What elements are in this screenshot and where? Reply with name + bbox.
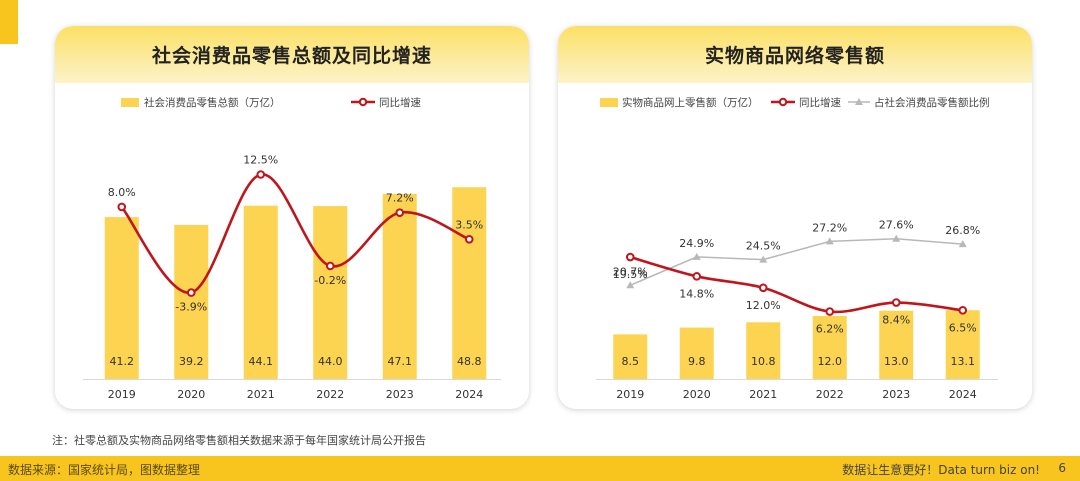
share-data-label: 24.5% bbox=[746, 240, 781, 253]
growth-data-label: -3.9% bbox=[175, 301, 207, 314]
share-data-label: 26.8% bbox=[945, 224, 980, 237]
x-tick-label: 2024 bbox=[949, 388, 977, 401]
bar-data-label: 41.2 bbox=[110, 355, 135, 368]
growth-point bbox=[256, 170, 266, 179]
legend-line-label: 同比增速 bbox=[799, 96, 841, 109]
growth-data-label: -0.2% bbox=[314, 274, 346, 287]
x-tick-label: 2024 bbox=[455, 388, 483, 401]
bar-data-label: 13.1 bbox=[951, 355, 976, 368]
online-sales-chart: 实物商品网上零售额（万亿） 同比增速 占社会消费品零售额比例 8.5 2019 9.8 20… bbox=[596, 96, 998, 401]
bar-data-label: 44.0 bbox=[318, 355, 343, 368]
legend-share-label: 占社会消费品零售额比例 bbox=[874, 96, 990, 109]
growth-point bbox=[186, 288, 196, 297]
share-data-label: 20.7% bbox=[613, 265, 648, 278]
share-data-label: 24.9% bbox=[679, 237, 714, 250]
bar bbox=[679, 327, 714, 379]
bar-data-label: 13.0 bbox=[884, 355, 909, 368]
legend-share-marker bbox=[855, 98, 863, 105]
bar-data-label: 48.8 bbox=[457, 355, 482, 368]
bar bbox=[382, 193, 417, 379]
share-point bbox=[958, 240, 967, 248]
growth-data-label: 12.0% bbox=[746, 299, 781, 312]
bar bbox=[174, 224, 209, 379]
x-tick-label: 2021 bbox=[749, 388, 777, 401]
growth-point bbox=[958, 306, 968, 315]
x-tick-label: 2020 bbox=[177, 388, 205, 401]
legend-bar-swatch bbox=[121, 98, 139, 107]
growth-point bbox=[117, 202, 127, 212]
x-tick-label: 2019 bbox=[616, 388, 644, 401]
bar bbox=[879, 310, 914, 379]
growth-data-label: 8.4% bbox=[882, 314, 910, 327]
x-tick-label: 2022 bbox=[816, 388, 844, 401]
bar-data-label: 44.1 bbox=[249, 355, 274, 368]
share-point bbox=[892, 234, 901, 242]
share-point bbox=[825, 237, 834, 245]
share-point bbox=[626, 281, 635, 289]
growth-point bbox=[625, 252, 635, 262]
bar-data-label: 12.0 bbox=[818, 355, 843, 368]
growth-point bbox=[325, 261, 335, 271]
growth-data-label: 6.5% bbox=[949, 321, 977, 334]
chart-card-online-sales: 实物商品网络零售额 实物商品网上零售额（万亿） 同比增速 占社会消费品零售额比例 8.… bbox=[558, 26, 1032, 409]
x-tick-label: 2023 bbox=[882, 388, 910, 401]
growth-point bbox=[395, 208, 405, 217]
legend-bar-swatch bbox=[600, 98, 618, 107]
share-data-label: 27.2% bbox=[812, 221, 847, 234]
legend-line-label: 同比增速 bbox=[379, 96, 421, 109]
footer-bar: 数据来源：国家统计局，图数据整理 数据让生意更好！Data turn biz o… bbox=[0, 456, 1080, 481]
bar bbox=[812, 316, 847, 379]
x-tick-label: 2022 bbox=[316, 388, 344, 401]
bar-data-label: 9.8 bbox=[688, 355, 706, 368]
chart-title: 实物商品网络零售额 bbox=[558, 26, 1032, 83]
bar bbox=[746, 322, 781, 379]
bar bbox=[613, 334, 648, 379]
x-tick-label: 2019 bbox=[108, 388, 136, 401]
footer-source: 数据来源：国家统计局，图数据整理 bbox=[8, 463, 201, 477]
bar bbox=[313, 206, 348, 379]
legend-line-marker bbox=[778, 97, 788, 107]
bar bbox=[452, 187, 487, 379]
page-number: 6 bbox=[1058, 461, 1066, 475]
growth-point bbox=[891, 298, 901, 307]
growth-data-label: 6.2% bbox=[816, 323, 844, 336]
x-tick-label: 2023 bbox=[386, 388, 414, 401]
share-data-label: 27.6% bbox=[879, 219, 914, 232]
x-tick-label: 2020 bbox=[683, 388, 711, 401]
bar bbox=[243, 205, 278, 379]
share-point bbox=[692, 252, 701, 260]
growth-data-label: 19.5% bbox=[613, 268, 648, 281]
share-line bbox=[629, 237, 963, 286]
growth-data-label: 7.2% bbox=[386, 192, 414, 205]
bar bbox=[945, 310, 980, 379]
bar-data-label: 10.8 bbox=[751, 355, 776, 368]
bar-data-label: 8.5 bbox=[622, 355, 640, 368]
growth-point bbox=[464, 235, 474, 244]
growth-line bbox=[629, 255, 963, 314]
legend-bar-label: 实物商品网上零售额（万亿） bbox=[622, 96, 759, 109]
growth-data-label: 3.5% bbox=[455, 218, 483, 231]
growth-point bbox=[758, 283, 768, 293]
growth-point bbox=[825, 307, 835, 316]
bar-data-label: 47.1 bbox=[388, 355, 413, 368]
corner-accent bbox=[0, 0, 18, 44]
growth-point bbox=[692, 272, 702, 281]
footer-slogan: 数据让生意更好！Data turn biz on! bbox=[842, 463, 1040, 477]
retail-sales-chart: 社会消费品零售总额（万亿） 同比增速 41.2 2019 39.2 2020 44.1 202… bbox=[83, 96, 501, 401]
bar bbox=[104, 217, 139, 379]
growth-line bbox=[120, 173, 470, 294]
growth-data-label: 12.5% bbox=[243, 154, 278, 167]
growth-data-label: 14.8% bbox=[679, 287, 714, 300]
footnote: 注：社零总额及实物商品网络零售额相关数据来源于每年国家统计局公开报告 bbox=[52, 434, 426, 447]
chart-title: 社会消费品零售总额及同比增速 bbox=[55, 26, 529, 83]
growth-data-label: 8.0% bbox=[108, 186, 136, 199]
legend-bar-label: 社会消费品零售总额（万亿） bbox=[144, 96, 281, 109]
x-tick-label: 2021 bbox=[247, 388, 275, 401]
legend-line-marker bbox=[358, 97, 368, 107]
chart-card-retail-sales: 社会消费品零售总额及同比增速 社会消费品零售总额（万亿） 同比增速 41.2 2019… bbox=[55, 26, 529, 409]
bar-data-label: 39.2 bbox=[179, 355, 204, 368]
share-point bbox=[759, 255, 768, 263]
